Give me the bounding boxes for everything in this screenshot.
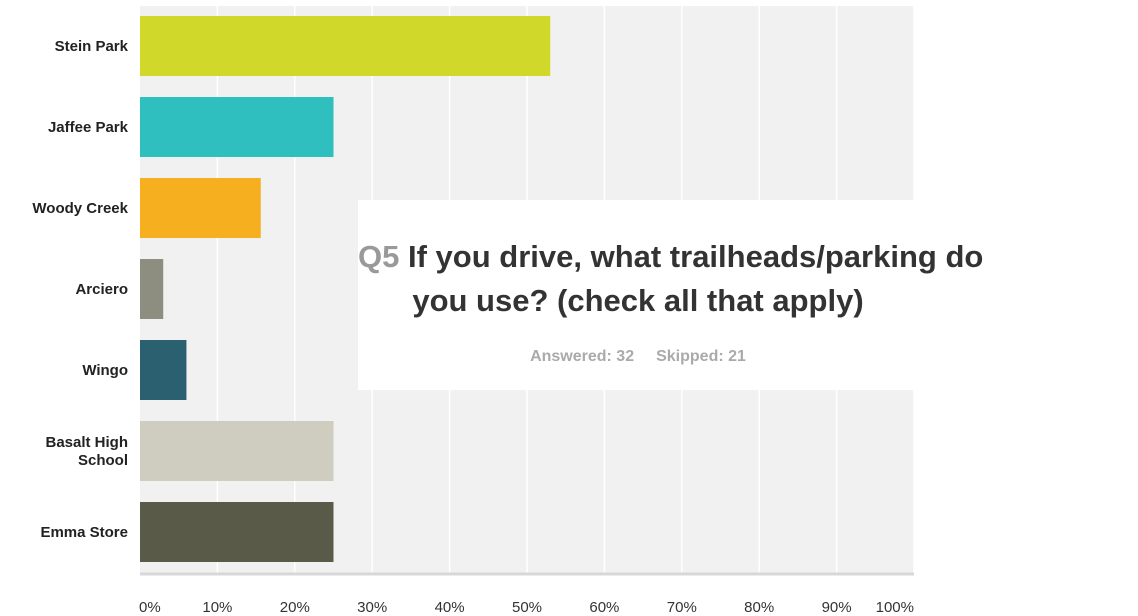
category-label: Jaffee Park — [48, 119, 129, 136]
category-label: Arciero — [75, 281, 128, 298]
answered-count: Answered: 32 — [530, 348, 635, 365]
x-tick-labels: 0% 10% 20% 30% 40% 50% 60% 70% 80% 90% 100% — [139, 599, 914, 616]
x-tick-label: 10% — [202, 599, 232, 616]
bars — [140, 16, 551, 562]
x-tick-label: 70% — [667, 599, 697, 616]
question-number: Q5 — [358, 239, 400, 274]
category-label: Woody Creek — [32, 200, 128, 217]
category-label: Wingo — [82, 362, 128, 379]
x-tick-label: 0% — [139, 599, 161, 616]
chart-title-box: Q5 If you drive, what trailheads/parking… — [358, 200, 983, 390]
bar — [140, 178, 261, 238]
bar — [140, 340, 187, 400]
x-tick-label: 60% — [589, 599, 619, 616]
bar — [140, 16, 551, 76]
x-tick-label: 90% — [822, 599, 852, 616]
bar — [140, 97, 334, 157]
bar — [140, 421, 334, 481]
category-label: School — [78, 452, 128, 469]
chart-title-line-1: Q5 If you drive, what trailheads/parking… — [358, 237, 983, 277]
response-stats: Answered: 32 Skipped: 21 — [358, 348, 918, 366]
question-text-1: If you drive, what trailheads/parking do — [407, 239, 984, 274]
skipped-count: Skipped: 21 — [656, 348, 746, 365]
bar — [140, 259, 164, 319]
x-tick-label: 50% — [512, 599, 542, 616]
category-label: Basalt High — [45, 434, 128, 451]
x-tick-label: 20% — [280, 599, 310, 616]
x-tick-label: 100% — [876, 599, 914, 616]
bar — [140, 502, 334, 562]
x-tick-label: 80% — [744, 599, 774, 616]
category-label: Stein Park — [55, 38, 129, 55]
x-tick-label: 40% — [435, 599, 465, 616]
x-tick-label: 30% — [357, 599, 387, 616]
chart-title-line-2: you use? (check all that apply) — [412, 283, 864, 318]
category-label: Emma Store — [40, 524, 128, 541]
category-labels: Stein Park Jaffee Park Woody Creek Arciero W… — [32, 38, 128, 541]
